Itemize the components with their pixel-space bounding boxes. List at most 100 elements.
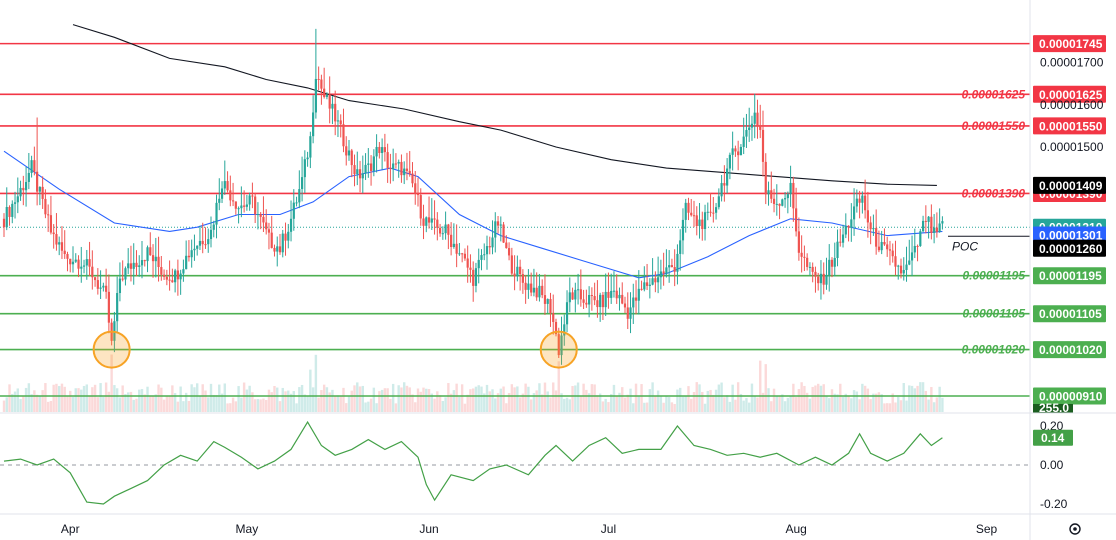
candle-body — [781, 199, 784, 206]
candle-body — [223, 181, 226, 189]
volume-bar — [416, 388, 420, 412]
volume-bar — [182, 401, 185, 412]
candle-body — [626, 307, 629, 319]
candle-body — [300, 177, 304, 190]
candle-body — [861, 195, 864, 203]
volume-bar — [212, 394, 215, 412]
candle-body — [347, 150, 351, 156]
volume-bar — [634, 383, 638, 412]
volume-bar — [287, 390, 290, 412]
volume-bar — [422, 387, 425, 412]
volume-bar — [350, 390, 353, 412]
volume-bar — [880, 394, 883, 412]
volume-bar — [698, 384, 701, 412]
candle-body — [411, 173, 414, 184]
candle-body — [165, 276, 168, 280]
volume-bar — [483, 393, 486, 412]
candle-body — [850, 219, 853, 228]
volume-bar — [394, 403, 398, 412]
candle-body — [422, 218, 425, 226]
candle-body — [612, 290, 616, 292]
poc-tag: 0.00001260 — [1039, 242, 1103, 256]
candle-body — [786, 194, 789, 199]
poc-tag-bg — [1033, 239, 1106, 257]
support-tag: 0.00000910 — [1039, 390, 1103, 404]
volume-bar — [805, 392, 809, 412]
candle-body — [312, 112, 315, 137]
volume-bar — [403, 382, 406, 412]
oscillator-line — [3, 420, 943, 505]
candle-body — [737, 151, 740, 156]
candle-body — [585, 302, 588, 305]
candle-body — [303, 159, 306, 178]
candle-body — [5, 206, 8, 228]
volume-bar — [601, 401, 605, 412]
volume-bar — [645, 402, 649, 412]
volume-bar — [701, 391, 704, 412]
volume-bar — [93, 384, 97, 412]
volume-bar — [33, 390, 36, 412]
support-label: 0.00001195 — [962, 269, 1025, 283]
volume-bar — [828, 398, 831, 412]
volume-bar — [438, 395, 442, 412]
candle-body — [215, 202, 218, 225]
volume-bar — [910, 385, 914, 412]
candle-body — [654, 278, 657, 283]
volume-bar — [460, 384, 464, 412]
volume-bars — [2, 354, 944, 412]
candle-body — [690, 212, 693, 216]
time-axis[interactable]: Apr May Jun Jul Aug Sep — [61, 522, 998, 536]
candle-body — [662, 271, 665, 274]
candle-body — [397, 161, 400, 164]
settings-gear-icon[interactable] — [1069, 523, 1081, 535]
volume-bar — [488, 391, 491, 412]
candle-body — [378, 146, 381, 154]
volume-bar — [748, 402, 751, 412]
volume-bar — [196, 383, 199, 412]
volume-bar — [819, 385, 823, 412]
candle-body — [234, 201, 237, 209]
level-lines: POC — [0, 42, 1030, 397]
candle-body — [507, 248, 511, 256]
volume-bar — [328, 392, 331, 412]
volume-bar — [822, 384, 825, 412]
candle-body — [372, 156, 375, 171]
volume-bar — [560, 393, 563, 412]
volume-bar — [474, 386, 478, 412]
volume-bar — [218, 384, 221, 412]
volume-bar — [311, 387, 315, 412]
volume-bar — [897, 396, 900, 412]
candle-body — [485, 246, 489, 255]
volume-bar — [852, 390, 856, 412]
volume-bar — [11, 393, 14, 412]
candle-body — [85, 259, 88, 266]
candle-body — [107, 291, 110, 323]
volume-bar — [808, 398, 812, 412]
volume-bar — [24, 387, 28, 412]
volume-bar — [565, 397, 569, 412]
candle-body — [278, 246, 282, 253]
volume-bar — [659, 396, 663, 412]
candle-body — [938, 223, 941, 232]
candle-body — [811, 266, 814, 272]
candle-body — [450, 234, 453, 247]
candle-body — [121, 278, 124, 280]
candle-body — [839, 241, 842, 243]
volume-bar — [8, 384, 11, 412]
volume-bar — [466, 394, 469, 412]
candle-body — [618, 294, 621, 299]
volume-bar — [656, 390, 660, 412]
candle-body — [179, 273, 182, 280]
volume-bar — [320, 390, 323, 412]
support-label: 0.00001020 — [962, 343, 1026, 357]
candle-body — [676, 253, 679, 272]
volume-bar — [336, 395, 340, 412]
sma50-tag: 0.00001301 — [1039, 228, 1103, 242]
volume-bar — [168, 395, 171, 412]
volume-bar — [369, 398, 373, 412]
volume-bar — [902, 382, 905, 412]
candle-body — [138, 265, 141, 267]
volume-bar — [430, 393, 433, 412]
